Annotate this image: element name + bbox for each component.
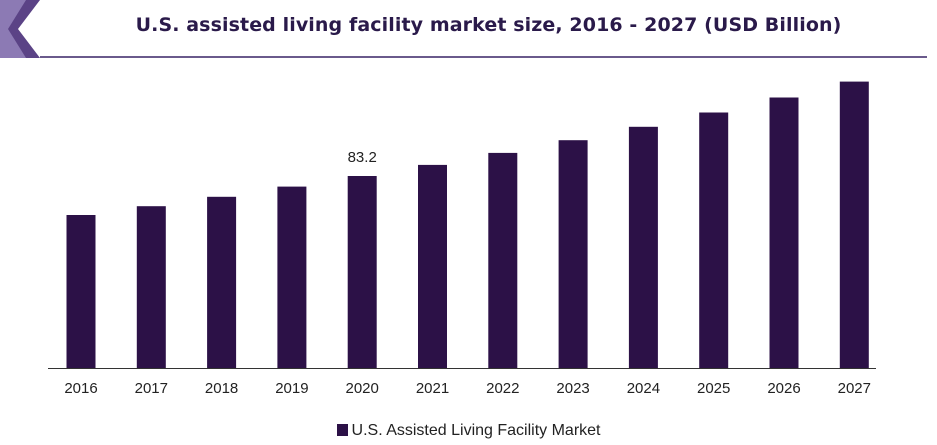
bar-2019 (277, 186, 307, 368)
legend-label: U.S. Assisted Living Facility Market (351, 422, 601, 439)
x-tick-label-2027: 2027 (838, 380, 871, 397)
x-tick-label-2018: 2018 (205, 380, 238, 397)
bar-chart: 2016 2017 2018 2019 2020 2021 2022 2023 2024 2025… (48, 81, 876, 397)
x-tick-label-2026: 2026 (767, 380, 800, 397)
bar-2027 (839, 81, 869, 368)
bar-2016 (66, 215, 96, 368)
x-tick-label-2020: 2020 (346, 380, 379, 397)
x-tick-label-2021: 2021 (416, 380, 449, 397)
data-labels: 83.2 (348, 149, 377, 166)
chart-header: U.S. assisted living facility market siz… (0, 0, 937, 62)
legend: U.S. Assisted Living Facility Market (0, 422, 937, 440)
bar-2025 (699, 112, 729, 368)
x-tick-labels: 2016 2017 2018 2019 2020 2021 2022 2023 2024 2025… (64, 380, 871, 397)
bars-group (66, 81, 869, 368)
x-tick-label-2017: 2017 (135, 380, 168, 397)
bar-2017 (136, 206, 166, 368)
bar-2021 (418, 164, 447, 368)
x-tick-label-2023: 2023 (556, 380, 589, 397)
bar-2020 (347, 176, 377, 368)
chart-title: U.S. assisted living facility market siz… (135, 14, 842, 36)
x-tick-label-2022: 2022 (486, 380, 519, 397)
header-divider (40, 56, 927, 58)
bar-2023 (558, 140, 588, 368)
legend-swatch (336, 424, 348, 436)
bar-2022 (488, 152, 518, 368)
x-tick-label-2025: 2025 (697, 380, 730, 397)
corner-accent-icon (0, 0, 40, 58)
bar-2024 (628, 126, 658, 368)
x-tick-label-2019: 2019 (275, 380, 308, 397)
x-tick-label-2016: 2016 (64, 380, 97, 397)
x-tick-label-2024: 2024 (627, 380, 660, 397)
bar-2018 (207, 196, 237, 368)
bar-2026 (769, 97, 799, 368)
data-label-2020: 83.2 (348, 149, 377, 166)
